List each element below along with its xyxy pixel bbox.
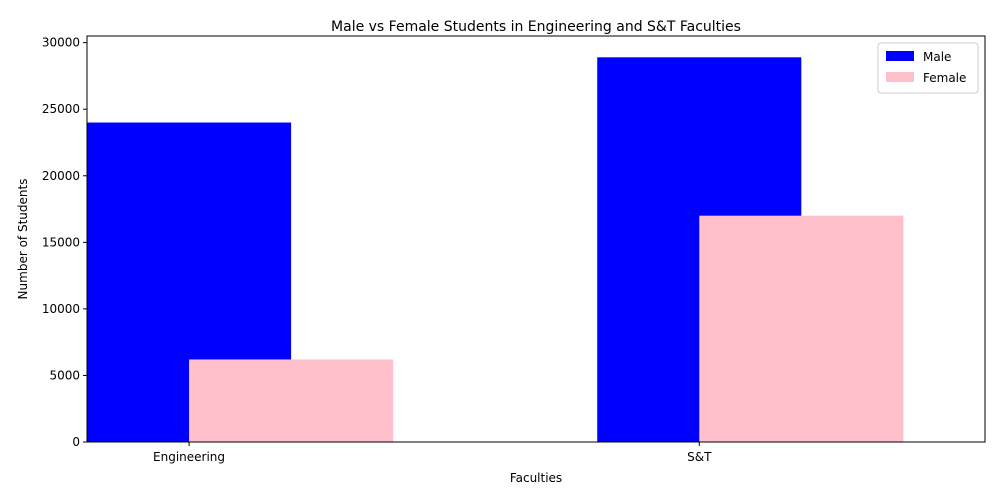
legend-label-female: Female	[923, 71, 966, 85]
legend: Male Female	[877, 42, 979, 94]
legend-swatch-male	[886, 51, 914, 61]
bar-female-engineering	[189, 359, 394, 442]
y-tick-label: 20000	[42, 169, 80, 183]
bar-female-s-t	[699, 215, 904, 442]
legend-label-male: Male	[923, 50, 951, 64]
y-axis: 0 5000 10000 15000 20000 25000 30000	[42, 36, 87, 449]
y-tick-label: 5000	[49, 368, 80, 382]
plot-area	[87, 57, 904, 442]
x-axis: Engineering S&T	[153, 442, 712, 464]
y-tick-label: 30000	[42, 36, 80, 50]
plot-frame	[86, 35, 986, 443]
x-tick-label: S&T	[687, 450, 712, 464]
chart-title: Male vs Female Students in Engineering a…	[331, 19, 741, 35]
x-tick-label: Engineering	[153, 450, 225, 464]
y-axis-label: Number of Students	[16, 179, 30, 300]
y-tick-label: 10000	[42, 302, 80, 316]
legend-swatch-female	[886, 72, 914, 82]
y-tick-label: 25000	[42, 102, 80, 116]
y-tick-label: 0	[72, 435, 80, 449]
x-axis-label: Faculties	[510, 471, 562, 485]
y-tick-label: 15000	[42, 235, 80, 249]
